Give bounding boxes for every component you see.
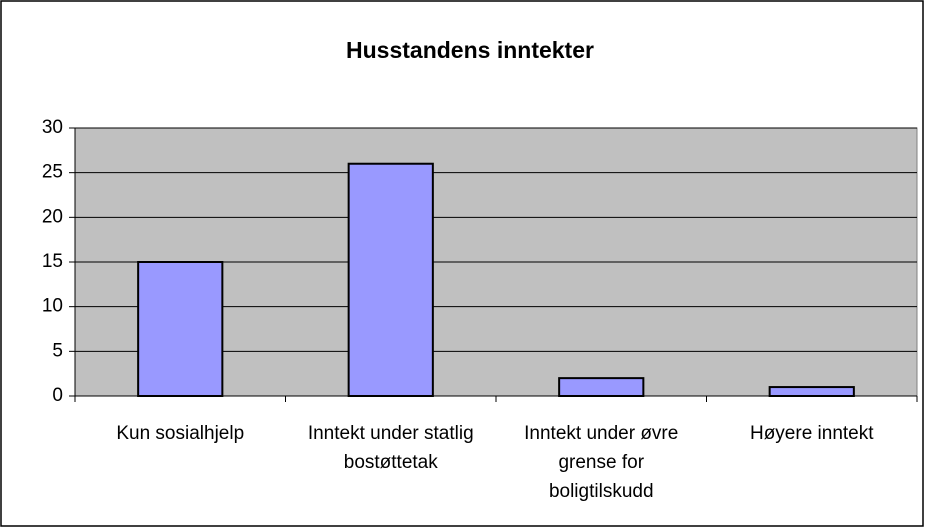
y-tick-label: 15 — [42, 251, 63, 272]
bar — [137, 261, 224, 397]
y-tick-label: 10 — [42, 296, 63, 317]
x-tick-label: Høyere inntekt — [749, 423, 874, 444]
y-tick-label: 5 — [52, 340, 63, 361]
y-tick-label: 0 — [52, 385, 63, 406]
x-tick-label: Inntekt under statlig bostøttetak — [307, 423, 474, 473]
y-tick-label: 30 — [42, 117, 63, 138]
chart-title: Husstandens inntekter — [346, 37, 594, 63]
y-tick-label: 25 — [42, 162, 63, 183]
x-tick-label: Kun sosialhjelp — [116, 423, 245, 444]
y-tick-label: 20 — [42, 206, 63, 227]
bar — [347, 162, 434, 397]
bar — [558, 377, 645, 397]
bar — [768, 386, 855, 398]
x-tick-label: Inntekt under øvre grense for boligtilsk… — [524, 423, 679, 502]
